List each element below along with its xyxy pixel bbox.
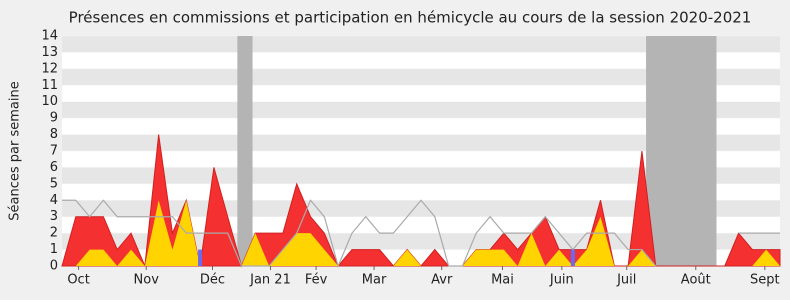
x-tick-label: Avr xyxy=(431,273,453,288)
x-tick-label: Sept xyxy=(750,273,780,288)
bar xyxy=(198,249,203,266)
x-tick-label: Nov xyxy=(134,273,160,288)
bar xyxy=(570,249,575,266)
y-tick-label: 8 xyxy=(50,127,58,142)
y-tick-label: 9 xyxy=(50,111,58,126)
y-tick-label: 14 xyxy=(41,29,58,44)
chart-title: Présences en commissions et participatio… xyxy=(69,9,752,27)
y-tick-label: 7 xyxy=(50,144,58,159)
x-tick-label: Mai xyxy=(491,273,514,288)
x-tick-label: Juil xyxy=(616,273,636,288)
area xyxy=(62,200,780,266)
vacation-band xyxy=(237,36,253,266)
x-tick-label: Mar xyxy=(362,273,387,288)
y-tick-label: 3 xyxy=(50,209,58,224)
y-tick-label: 10 xyxy=(41,94,58,109)
vacation-band xyxy=(646,36,717,266)
y-tick-label: 13 xyxy=(41,45,58,60)
y-tick-label: 2 xyxy=(50,226,58,241)
y-tick-label: 11 xyxy=(41,78,58,93)
line xyxy=(62,199,780,268)
y-tick-label: 4 xyxy=(50,193,58,208)
y-axis-label: Séances par semaine xyxy=(8,81,23,220)
x-tick-label: Déc xyxy=(200,273,225,288)
y-tick-label: 5 xyxy=(50,176,58,191)
x-tick-label: Oct xyxy=(67,273,89,288)
y-tick-label: 1 xyxy=(50,242,58,257)
y-tick-label: 12 xyxy=(41,61,58,76)
y-tick-label: 6 xyxy=(50,160,58,175)
x-tick-label: Jan 21 xyxy=(249,273,291,288)
x-tick-label: Juin xyxy=(549,273,574,288)
x-tick-label: Août xyxy=(681,273,711,288)
y-tick-label: 0 xyxy=(50,259,58,274)
x-tick-label: Fév xyxy=(305,273,328,288)
